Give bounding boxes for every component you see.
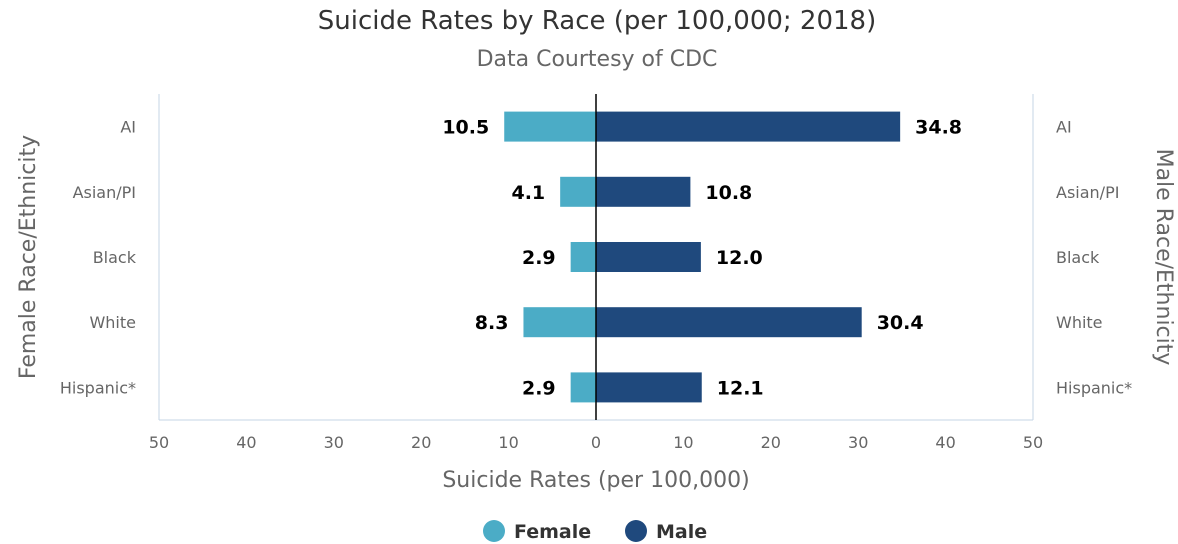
male-legend-label[interactable]: Male <box>656 521 707 543</box>
y-axis-title-left: Female Race/Ethnicity <box>16 135 41 379</box>
data-labels: 10.5 4.1 2.9 8.3 2.9 34.8 10.8 12.0 30.4 12.1 <box>442 117 962 400</box>
legend: Female Male <box>483 520 707 543</box>
y-axis-title-right: Male Race/Ethnicity <box>1151 149 1176 366</box>
category-labels: AI AI Asian/PI Asian/PI Black Black White White… <box>60 118 1132 398</box>
female-value-label: 8.3 <box>475 312 509 334</box>
male-value-label: 30.4 <box>877 312 924 334</box>
category-label-left: Hispanic* <box>60 378 136 397</box>
female-bar[interactable] <box>560 176 596 207</box>
female-bar[interactable] <box>523 307 596 338</box>
chart-subtitle: Data Courtesy of CDC <box>477 47 718 72</box>
male-value-label: 34.8 <box>915 117 962 139</box>
category-label-right: Asian/PI <box>1056 183 1119 202</box>
category-label-left: Asian/PI <box>73 183 136 202</box>
x-tick-label: 40 <box>935 433 955 452</box>
female-bar[interactable] <box>570 242 596 272</box>
x-tick-label: 50 <box>149 433 169 452</box>
category-label-right: Hispanic* <box>1056 378 1132 397</box>
male-value-label: 10.8 <box>705 182 752 204</box>
x-tick-label: 30 <box>324 433 344 452</box>
x-axis-ticks: 50 40 30 20 10 0 10 20 30 40 50 <box>149 433 1043 452</box>
male-bars <box>596 111 901 403</box>
female-bars <box>504 111 596 403</box>
female-legend-marker[interactable] <box>483 520 505 542</box>
category-label-right: AI <box>1056 118 1072 137</box>
female-bar[interactable] <box>504 111 596 142</box>
category-label-left: AI <box>120 118 136 137</box>
male-bar[interactable] <box>596 372 702 403</box>
female-value-label: 4.1 <box>511 182 545 204</box>
female-value-label: 10.5 <box>442 117 489 139</box>
male-legend-marker[interactable] <box>625 520 647 542</box>
male-value-label: 12.1 <box>717 377 764 399</box>
male-bar[interactable] <box>596 176 691 207</box>
category-label-left: Black <box>93 248 137 267</box>
x-tick-label: 10 <box>673 433 693 452</box>
category-label-right: Black <box>1056 248 1100 267</box>
x-tick-label: 0 <box>591 433 601 452</box>
x-tick-label: 50 <box>1023 433 1043 452</box>
x-tick-label: 20 <box>411 433 431 452</box>
male-bar[interactable] <box>596 307 862 338</box>
male-value-label: 12.0 <box>716 247 763 269</box>
x-tick-label: 30 <box>848 433 868 452</box>
category-label-left: White <box>89 313 136 332</box>
female-value-label: 2.9 <box>522 377 556 399</box>
x-tick-label: 20 <box>761 433 781 452</box>
x-axis-title: Suicide Rates (per 100,000) <box>442 468 749 493</box>
male-bar[interactable] <box>596 242 701 272</box>
category-label-right: White <box>1056 313 1103 332</box>
x-tick-label: 10 <box>498 433 518 452</box>
x-tick-label: 40 <box>236 433 256 452</box>
female-value-label: 2.9 <box>522 247 556 269</box>
chart-title: Suicide Rates by Race (per 100,000; 2018… <box>318 6 877 36</box>
female-legend-label[interactable]: Female <box>514 521 591 543</box>
female-bar[interactable] <box>570 372 596 403</box>
male-bar[interactable] <box>596 111 901 142</box>
